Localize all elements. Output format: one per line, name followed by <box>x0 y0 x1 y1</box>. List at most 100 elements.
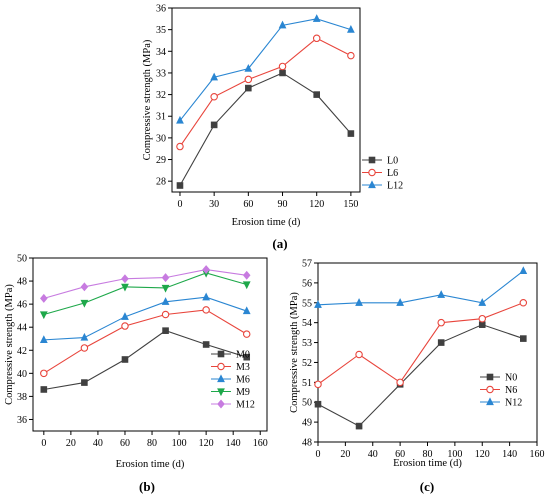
legend-marker <box>368 168 376 177</box>
data-point <box>355 350 363 359</box>
data-point <box>346 24 355 33</box>
legend-marker <box>217 388 225 397</box>
legend-marker <box>486 385 494 394</box>
data-point <box>242 270 251 280</box>
data-point <box>161 273 170 283</box>
legend-marker <box>217 399 225 409</box>
y-tick-label: 31 <box>156 112 166 123</box>
x-tick-label: 80 <box>423 449 433 460</box>
panel-label: (c) <box>420 479 434 494</box>
data-point <box>314 300 322 308</box>
data-point <box>245 84 252 92</box>
data-point <box>176 142 184 151</box>
data-point <box>39 335 48 343</box>
series-M9 <box>39 269 251 320</box>
y-tick-label: 57 <box>302 259 312 270</box>
data-point <box>40 369 48 378</box>
data-point <box>314 380 322 389</box>
data-point <box>314 400 322 408</box>
series-line <box>43 296 247 341</box>
x-tick-label: 150 <box>343 199 358 210</box>
data-point <box>80 299 89 308</box>
y-tick-label: 44 <box>17 323 27 334</box>
data-point <box>121 322 129 330</box>
panel-label: (b) <box>139 479 155 494</box>
y-tick-label: 46 <box>17 300 27 311</box>
y-tick-label: 34 <box>156 47 166 58</box>
x-tick-label: 20 <box>340 449 350 460</box>
series-line <box>43 309 247 374</box>
data-point <box>347 130 355 137</box>
series-line <box>43 272 247 316</box>
plot-frame <box>317 262 538 443</box>
data-point <box>161 284 170 293</box>
series-N6 <box>314 299 528 389</box>
data-point <box>242 330 251 338</box>
y-tick-label: 55 <box>302 298 312 309</box>
y-tick-label: 33 <box>156 68 166 79</box>
data-point <box>210 93 218 101</box>
y-axis-label: Compressive strength (MPa) <box>4 284 15 405</box>
legend-marker <box>217 362 225 371</box>
x-tick-label: 160 <box>253 438 268 449</box>
data-point <box>278 62 287 71</box>
legend-label: N0 <box>505 373 517 384</box>
y-tick-label: 32 <box>156 90 166 101</box>
y-axis-label: Compressive strength (MPa) <box>289 292 300 413</box>
data-point <box>161 297 170 305</box>
series-M12 <box>40 265 251 303</box>
y-tick-label: 56 <box>302 278 312 289</box>
plot-frame <box>32 257 268 432</box>
x-tick-label: 0 <box>177 199 182 210</box>
y-tick-label: 40 <box>17 369 27 380</box>
series-line <box>179 72 352 186</box>
y-tick-label: 49 <box>302 418 312 429</box>
legend-marker <box>486 397 494 406</box>
panel-label: (a) <box>272 236 287 251</box>
data-point <box>40 293 48 303</box>
y-tick-label: 48 <box>302 438 312 449</box>
data-point <box>478 314 486 323</box>
series-N0 <box>314 321 527 430</box>
data-point <box>519 266 528 275</box>
x-axis-label: Erosion time (d) <box>393 458 462 469</box>
data-point <box>312 14 321 22</box>
y-tick-label: 38 <box>17 392 27 403</box>
series-L12 <box>176 14 355 124</box>
series-M0 <box>40 327 251 393</box>
series-line <box>179 37 352 147</box>
x-tick-label: 160 <box>530 449 545 460</box>
x-axis-label: Erosion time (d) <box>116 459 185 470</box>
legend-marker <box>368 156 376 164</box>
data-point <box>242 281 251 290</box>
data-point <box>40 386 48 393</box>
x-tick-label: 60 <box>395 449 405 460</box>
data-point <box>161 310 170 319</box>
data-point <box>202 306 210 314</box>
x-tick-label: 100 <box>447 449 462 460</box>
data-point <box>355 422 363 430</box>
data-point <box>244 63 253 72</box>
legend-label: M12 <box>236 400 255 411</box>
data-point <box>210 121 218 129</box>
panel-c: 0 20 40 60 80 100 120 140 160 48 49 50 51 52 53 54 55 56 5… <box>289 259 545 495</box>
data-point <box>80 332 89 341</box>
data-point <box>396 378 404 387</box>
y-tick-label: 36 <box>156 4 166 15</box>
y-tick-label: 30 <box>156 133 166 144</box>
legend-label: M0 <box>236 350 250 361</box>
series-line <box>317 302 524 385</box>
data-point <box>437 339 445 346</box>
y-tick-label: 28 <box>156 177 166 188</box>
data-point <box>121 356 129 363</box>
y-tick-label: 53 <box>302 338 312 349</box>
y-tick-label: 29 <box>156 155 166 166</box>
data-point <box>202 265 210 274</box>
data-point <box>478 298 487 306</box>
legend-label: L12 <box>387 181 403 192</box>
data-point <box>121 312 129 320</box>
x-tick-label: 120 <box>309 199 324 210</box>
data-point <box>121 274 129 284</box>
